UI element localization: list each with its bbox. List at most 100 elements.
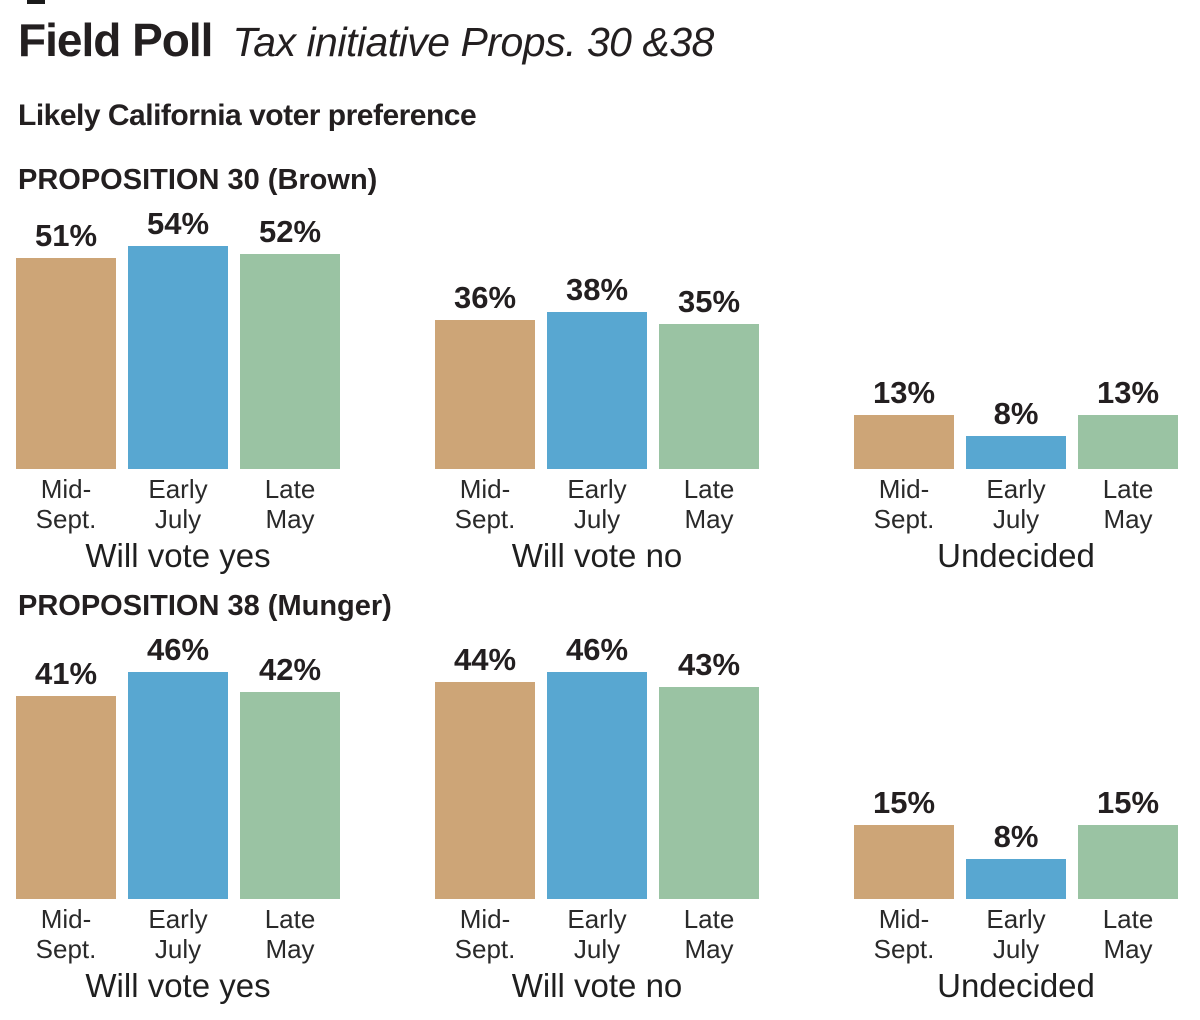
section-heading: PROPOSITION 30 (Brown) (18, 164, 378, 196)
bar-value-label: 38% (565, 272, 629, 307)
section-proposition-30: PROPOSITION 30 (Brown) 51% 54% 52% Mid- Sept.… (16, 164, 1186, 575)
bar-column: 54% (128, 206, 228, 469)
group-label-will-vote-yes: Will vote yes (85, 967, 271, 1004)
bars-area: 44% 46% 43% (435, 632, 759, 899)
tick-label: Mid- Sept. (854, 474, 954, 534)
group-label-undecided: Undecided (937, 537, 1095, 574)
bars-area: 41% 46% 42% (16, 632, 340, 899)
tick-line: Mid- (40, 904, 92, 934)
section-heading: PROPOSITION 38 (Munger) (18, 590, 392, 622)
bar-column: 8% (966, 396, 1066, 469)
bar-value-label: 15% (1096, 785, 1160, 820)
bars-area: 13% 8% 13% (854, 207, 1178, 469)
tick-label: Mid- Sept. (435, 904, 535, 964)
bar-value-label: 41% (34, 656, 98, 691)
tick-label: Early July (966, 904, 1066, 964)
tick-line: Late (264, 904, 316, 934)
tick-line: July (992, 934, 1040, 964)
tick-line: Sept. (35, 504, 97, 534)
bar-column: 36% (435, 280, 535, 469)
bar-late-may (1078, 825, 1178, 899)
groups-row: 51% 54% 52% Mid- Sept. Early July Late May Will v… (16, 206, 1186, 575)
chart-subtitle: Likely California voter preference (18, 98, 477, 132)
bar-value-label: 42% (258, 652, 322, 687)
group-label-will-vote-yes: Will vote yes (85, 537, 271, 574)
bar-column: 15% (1078, 785, 1178, 899)
tick-line: Mid- (459, 904, 511, 934)
tick-labels: Mid- Sept. Early July Late May (854, 904, 1178, 964)
bar-column: 35% (659, 284, 759, 469)
tick-label: Late May (240, 474, 340, 534)
tick-label: Mid- Sept. (16, 474, 116, 534)
tick-line: May (1103, 504, 1153, 534)
tick-label: Mid- Sept. (854, 904, 954, 964)
tick-line: Late (1102, 904, 1154, 934)
bar-early-july (128, 672, 228, 899)
chart-header: Field Poll Tax initiative Props. 30 &38 L… (18, 14, 1178, 133)
tick-label: Late May (1078, 904, 1178, 964)
tick-label: Late May (240, 904, 340, 964)
tick-label: Early July (547, 474, 647, 534)
tick-line: Late (683, 474, 735, 504)
bar-value-label: 8% (993, 396, 1039, 431)
tick-label: Early July (128, 474, 228, 534)
tick-line: Sept. (873, 504, 935, 534)
bar-late-may (240, 254, 340, 469)
tick-line: July (573, 504, 621, 534)
bars-area: 15% 8% 15% (854, 633, 1178, 899)
tick-line: Mid- (878, 474, 930, 504)
tick-line: Late (683, 904, 735, 934)
tick-line: May (684, 504, 734, 534)
title-brand: Field Poll (18, 14, 213, 66)
bar-early-july (128, 246, 228, 469)
bar-early-july (966, 436, 1066, 469)
bar-column: 8% (966, 819, 1066, 899)
tick-label: Early July (128, 904, 228, 964)
bar-value-label: 52% (258, 214, 322, 249)
tick-line: Sept. (454, 934, 516, 964)
bar-column: 43% (659, 647, 759, 899)
tick-label: Late May (659, 904, 759, 964)
tick-label: Late May (659, 474, 759, 534)
tick-line: May (265, 504, 315, 534)
tick-line: Early (148, 904, 208, 934)
bar-value-label: 46% (146, 632, 210, 667)
bar-late-may (1078, 415, 1178, 469)
bar-group-will-vote-no: 44% 46% 43% Mid- Sept. Early July Late May Will v… (435, 632, 759, 1005)
bar-group-will-vote-yes: 41% 46% 42% Mid- Sept. Early July Late May Will v… (16, 632, 340, 1005)
groups-row: 41% 46% 42% Mid- Sept. Early July Late May Will v… (16, 632, 1186, 1005)
tick-labels: Mid- Sept. Early July Late May (854, 474, 1178, 534)
tick-line: Sept. (454, 504, 516, 534)
bar-column: 41% (16, 656, 116, 899)
bar-group-undecided: 15% 8% 15% Mid- Sept. Early July Late May Undecid… (854, 633, 1178, 1005)
bar-column: 13% (854, 375, 954, 469)
bar-value-label: 35% (677, 284, 741, 319)
bar-value-label: 46% (565, 632, 629, 667)
tick-labels: Mid- Sept. Early July Late May (16, 904, 340, 964)
tick-line: May (1103, 934, 1153, 964)
bar-mid-sept (435, 320, 535, 469)
tick-line: May (265, 934, 315, 964)
bar-late-may (240, 692, 340, 899)
bar-mid-sept (854, 825, 954, 899)
tick-line: Early (986, 904, 1046, 934)
tick-line: Early (567, 474, 627, 504)
tick-line: Mid- (40, 474, 92, 504)
tick-line: July (154, 934, 202, 964)
bar-value-label: 44% (453, 642, 517, 677)
tick-line: July (573, 934, 621, 964)
bar-column: 15% (854, 785, 954, 899)
bar-value-label: 13% (872, 375, 936, 410)
bar-column: 42% (240, 652, 340, 899)
tick-line: Early (148, 474, 208, 504)
group-label-will-vote-no: Will vote no (511, 537, 683, 574)
bar-column: 38% (547, 272, 647, 469)
group-label-undecided: Undecided (937, 967, 1095, 1004)
tick-labels: Mid- Sept. Early July Late May (435, 474, 759, 534)
tick-line: May (684, 934, 734, 964)
bar-late-may (659, 324, 759, 469)
section-proposition-38: PROPOSITION 38 (Munger) 41% 46% 42% Mid- Sept… (16, 590, 1186, 1005)
tick-label: Late May (1078, 474, 1178, 534)
tick-line: Mid- (459, 474, 511, 504)
